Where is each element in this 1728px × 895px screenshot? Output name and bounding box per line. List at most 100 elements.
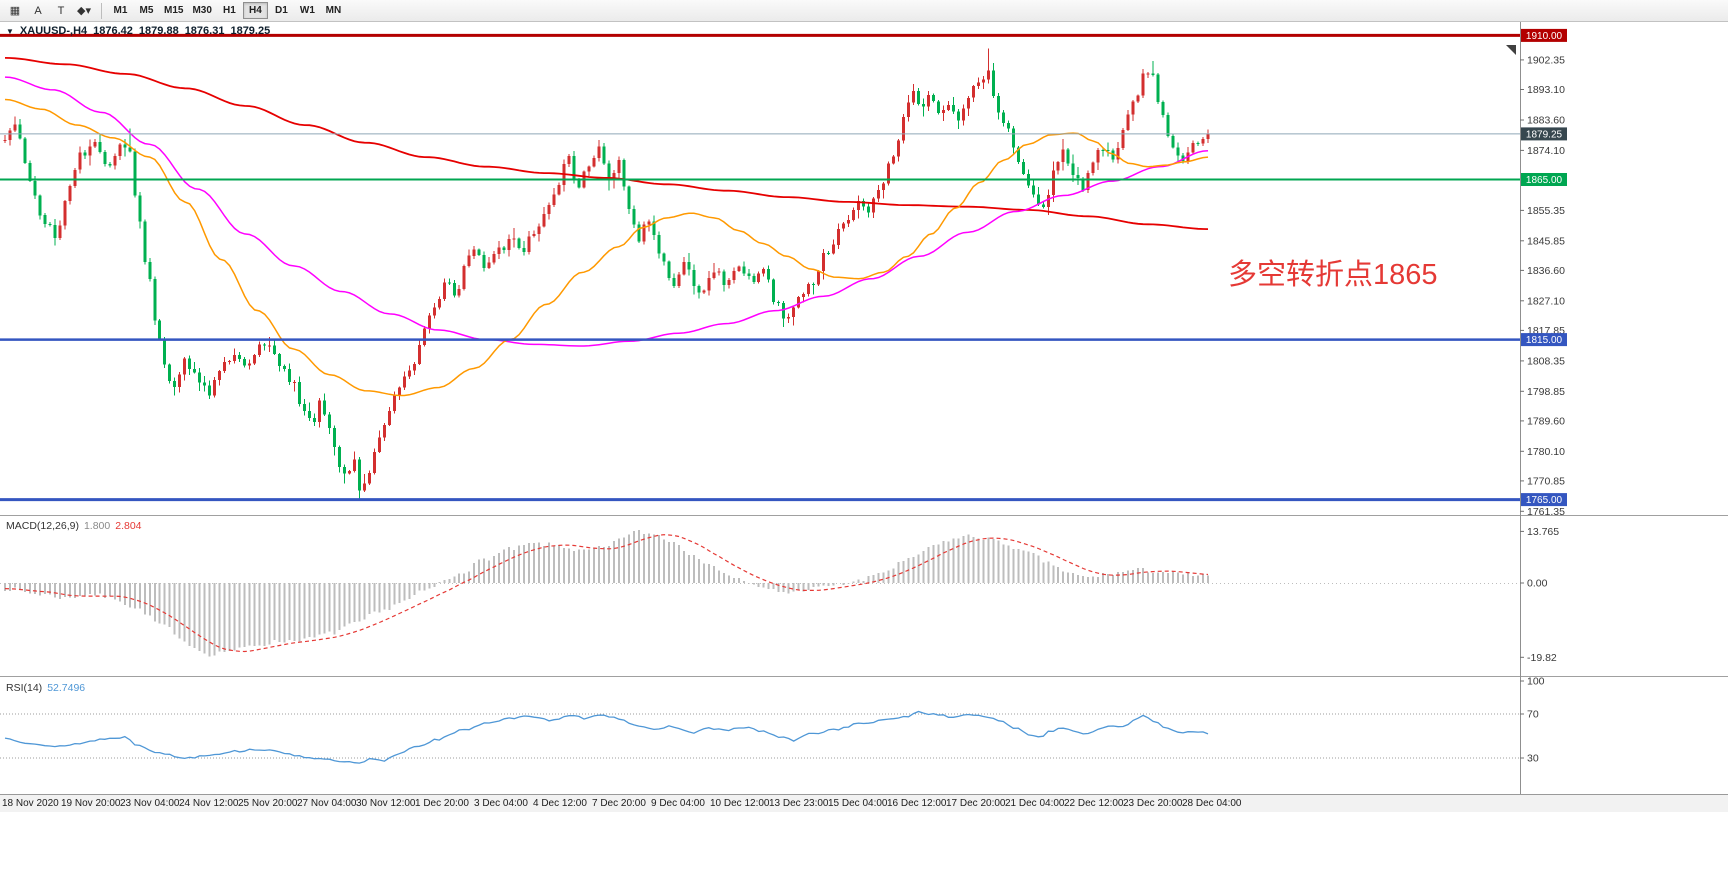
candle-body [1086, 172, 1090, 191]
timeframe-button-m5[interactable]: M5 [134, 2, 159, 19]
candle-body [927, 94, 930, 107]
candle-body [48, 224, 52, 225]
price-tick-label: 1827.10 [1527, 295, 1565, 307]
candle-body [961, 108, 965, 121]
timeframe-button-h1[interactable]: H1 [217, 2, 242, 19]
candle-body [817, 271, 821, 285]
ma-fast-orange[interactable] [4, 98, 1209, 397]
candle-body [752, 276, 756, 283]
candle-body [143, 221, 147, 263]
candle-body [203, 382, 207, 386]
candle-body [93, 141, 97, 147]
text-annotation[interactable]: 多空转折点1865 [1228, 259, 1438, 291]
rsi-line[interactable] [4, 710, 1209, 764]
time-label: 25 Nov 20:00 [238, 798, 298, 809]
time-label: 28 Dec 04:00 [1182, 798, 1242, 809]
candle-body [427, 315, 431, 329]
candle-body [283, 365, 286, 370]
candle-body [397, 387, 401, 396]
candle-body [23, 138, 27, 163]
candle-body [697, 286, 701, 293]
candle-body [882, 183, 885, 191]
timeframe-button-m1[interactable]: M1 [108, 2, 133, 19]
candle-body [762, 268, 766, 274]
timeframe-button-h4[interactable]: H4 [242, 2, 268, 19]
candle-body [612, 172, 616, 181]
candle-body [492, 254, 496, 263]
candle-body [382, 424, 386, 438]
svg-text:1879.25: 1879.25 [1526, 129, 1563, 140]
timeframe-button-d1[interactable]: D1 [269, 2, 294, 19]
candle-body [597, 146, 601, 158]
arrow-tool-button[interactable]: A [27, 2, 49, 20]
candle-body [228, 360, 232, 363]
candle-body [417, 345, 421, 364]
candle-body [971, 86, 975, 98]
candle-body [956, 111, 960, 121]
candle-body [308, 411, 311, 418]
candle-body [857, 200, 861, 210]
price-scale[interactable]: 1902.35 1893.10 1883.60 1874.10 1855.35 1845.… [1520, 28, 1567, 765]
price-badge-1765.00: 1765.00 [1521, 493, 1567, 507]
candle-body [747, 273, 751, 276]
candle-body [13, 124, 17, 131]
candle-body [1131, 101, 1135, 115]
candle-body [233, 355, 237, 361]
macd-signal-line[interactable] [4, 534, 1209, 653]
candle-body [652, 221, 656, 236]
candle-body [617, 160, 621, 173]
candle-body [981, 79, 985, 83]
timeframe-button-m30[interactable]: M30 [188, 2, 215, 19]
candle-body [1101, 150, 1105, 152]
candle-body [976, 82, 980, 87]
candle-body [73, 169, 77, 186]
candle-body [357, 459, 361, 491]
candle-body [452, 283, 456, 296]
candle-body [402, 376, 406, 388]
candle-body [352, 459, 356, 471]
timeframe-button-w1[interactable]: W1 [295, 2, 320, 19]
candle-body [1141, 73, 1145, 96]
one-click-trading-toggle-icon[interactable]: ▼ [6, 27, 14, 36]
candle-body [1006, 123, 1010, 129]
candle-body [53, 224, 57, 238]
shapes-tool-button[interactable]: ◆▾ [73, 2, 95, 20]
candle-body [1036, 194, 1040, 205]
candle-body [43, 215, 47, 224]
time-label: 9 Dec 04:00 [651, 798, 705, 809]
chart-shift-marker-icon[interactable] [1506, 45, 1516, 55]
timeframe-button-mn[interactable]: MN [321, 2, 346, 19]
candle-body [243, 358, 247, 366]
candle-body [897, 140, 900, 157]
candle-body [797, 297, 801, 308]
candle-body [28, 163, 32, 181]
candle-body [712, 272, 716, 279]
candle-body [512, 238, 516, 240]
candle-body [138, 195, 142, 222]
chart-canvas[interactable]: 1902.35 1893.10 1883.60 1874.10 1855.35 1845.… [0, 22, 1728, 794]
ma-mid-magenta[interactable] [4, 76, 1209, 347]
price-tick-label: 1845.85 [1527, 235, 1565, 247]
text-tool-button[interactable]: T [50, 2, 72, 20]
time-axis[interactable]: 18 Nov 2020 19 Nov 20:00 23 Nov 04:00 24 No… [0, 794, 1728, 812]
timeframe-button-m15[interactable]: M15 [160, 2, 187, 19]
time-label: 10 Dec 12:00 [710, 798, 770, 809]
svg-text:1815.00: 1815.00 [1526, 335, 1563, 346]
candle-body [772, 279, 776, 302]
candle-body [807, 283, 811, 295]
candle-body [522, 248, 526, 252]
ma-slow-red[interactable] [4, 57, 1209, 230]
candlesticks[interactable] [3, 48, 1210, 502]
candle-body [782, 303, 786, 319]
charts-grid-button[interactable]: ▦ [4, 2, 26, 20]
candle-body [472, 249, 476, 256]
candle-body [303, 404, 306, 412]
time-label: 23 Dec 20:00 [1123, 798, 1183, 809]
candle-body [777, 301, 781, 304]
candle-body [168, 364, 172, 382]
candle-body [757, 273, 761, 283]
candle-body [842, 223, 846, 229]
candle-body [852, 209, 856, 220]
candle-body [1041, 204, 1045, 207]
candle-body [482, 255, 486, 268]
